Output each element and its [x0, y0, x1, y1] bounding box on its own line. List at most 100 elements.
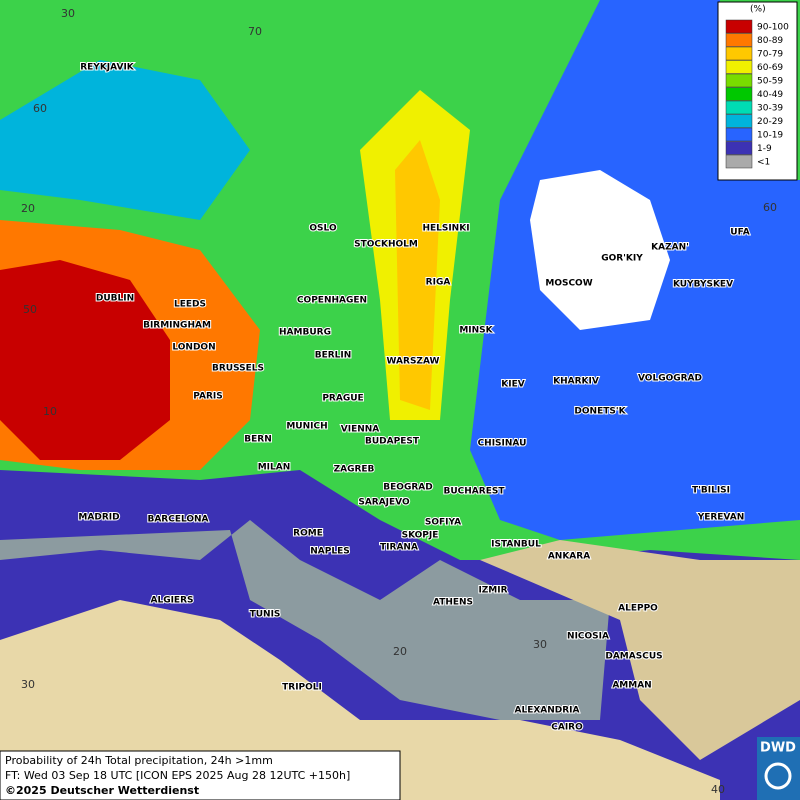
city-label: VOLGOGRAD	[638, 374, 702, 384]
legend-swatch	[725, 87, 753, 101]
grid-label: 70	[248, 25, 262, 38]
legend-label: 80-89	[757, 36, 783, 46]
city-label: CAIRO	[551, 723, 583, 733]
precip-east	[0, 0, 800, 540]
city-label: MOSCOW	[545, 279, 592, 289]
city-label: SARAJEVO	[358, 498, 410, 508]
legend-label: 70-79	[757, 50, 783, 60]
grid-label: 60	[763, 201, 777, 214]
city-label: MADRID	[78, 513, 119, 523]
precip-baltic	[395, 140, 440, 410]
footer-title: Probability of 24h Total precipitation, …	[5, 754, 273, 767]
city-label: WARSZAW	[387, 357, 440, 367]
city-label: ATHENS	[433, 598, 473, 608]
legend-swatch	[725, 141, 753, 155]
city-label: LONDON	[172, 343, 215, 353]
city-label: PARIS	[193, 392, 223, 402]
logo-text: DWD	[760, 741, 796, 756]
legend-label: 30-39	[757, 104, 783, 114]
city-label: BIRMINGHAM	[143, 321, 211, 331]
precip-atlantic	[0, 60, 250, 220]
legend-label: 1-9	[757, 144, 772, 154]
city-label: AMMAN	[612, 681, 651, 691]
city-label: NICOSIA	[567, 632, 609, 642]
grid-label: 20	[393, 645, 407, 658]
city-label: YEREVAN	[697, 513, 745, 523]
asia-land	[480, 540, 800, 760]
legend-label: 90-100	[757, 23, 789, 33]
footer-forecast: FT: Wed 03 Sep 18 UTC [ICON EPS 2025 Aug…	[5, 769, 350, 782]
city-label: RIGA	[426, 278, 451, 288]
city-label: OSLO	[309, 224, 337, 234]
city-label: BERLIN	[315, 351, 352, 361]
city-label: HAMBURG	[279, 328, 331, 338]
city-label: BRUSSELS	[212, 364, 264, 374]
city-label: MILAN	[258, 463, 291, 473]
footer-copyright: ©2025 Deutscher Wetterdienst	[5, 784, 199, 797]
city-label: LEEDS	[174, 300, 206, 310]
grid-label: 20	[21, 202, 35, 215]
legend-swatch	[725, 100, 753, 115]
precip-france	[0, 260, 170, 460]
city-label: BARCELONA	[147, 515, 208, 525]
city-label: TIRANA	[380, 543, 418, 553]
city-label: KUYBYSKEV	[673, 280, 733, 290]
city-label: COPENHAGEN	[297, 296, 367, 306]
city-label: ISTANBUL	[491, 540, 541, 550]
city-label: TRIPOLI	[282, 683, 322, 693]
city-label: KAZAN'	[651, 243, 689, 253]
logo-icon	[764, 762, 792, 790]
legend-swatch	[725, 33, 753, 47]
city-label: ALEXANDRIA	[515, 706, 580, 716]
city-label: ZAGREB	[334, 465, 375, 475]
city-label: TUNIS	[250, 610, 281, 620]
legend-swatch	[725, 46, 753, 61]
grid-label: 30	[21, 678, 35, 691]
grid-label: 40	[711, 783, 725, 796]
city-label: ALEPPO	[618, 604, 658, 614]
sea	[0, 520, 610, 720]
legend-swatch	[725, 60, 753, 74]
footer-box	[0, 750, 401, 800]
legend-label: 20-29	[757, 117, 783, 127]
city-label: DONETS'K	[574, 407, 626, 417]
legend-swatch	[725, 114, 753, 128]
city-label: STOCKHOLM	[354, 240, 418, 250]
city-labels: REYKJAVIK OSLO STOCKHOLM HELSINKI GOR'KIY KAZ…	[77, 62, 750, 734]
city-label: ROME	[293, 529, 323, 539]
city-label: GOR'KIY	[601, 254, 643, 264]
city-label: BERN	[244, 435, 271, 445]
city-label: REYKJAVIK	[80, 63, 135, 73]
legend-label: 10-19	[757, 131, 783, 141]
logo-box	[757, 737, 800, 800]
city-label: ANKARA	[548, 552, 590, 562]
legend: 90-100 80-89 70-79 60-69 50-59 40-49 30-39 20-2…	[725, 19, 789, 169]
legend-label: <1	[757, 158, 770, 168]
city-label: UFA	[730, 228, 749, 238]
dry-area	[530, 170, 670, 330]
city-label: NAPLES	[310, 547, 349, 557]
city-label: BUCHAREST	[444, 487, 506, 497]
city-label: SKOPJE	[402, 531, 439, 541]
city-label: KIEV	[501, 380, 524, 390]
city-label: PRAGUE	[322, 394, 363, 404]
legend-label: 40-49	[757, 90, 783, 100]
city-label: VIENNA	[341, 425, 380, 435]
grid-labels: 30 70 60 20 50 10 60 20 30 30 40	[21, 7, 777, 796]
city-label: MINSK	[459, 326, 493, 336]
legend-label: 50-59	[757, 77, 783, 87]
city-label: KHARKIV	[553, 377, 599, 387]
city-label: SOFIYA	[425, 518, 461, 528]
legend-unit: (%)	[750, 5, 766, 15]
grid-label: 10	[43, 405, 57, 418]
city-label: T'BILISI	[692, 486, 730, 496]
grid-label: 30	[61, 7, 75, 20]
city-label: DUBLIN	[96, 294, 134, 304]
africa-land	[0, 600, 720, 800]
grid-label: 50	[23, 303, 37, 316]
legend-swatch	[725, 154, 753, 169]
grid-label: 30	[533, 638, 547, 651]
legend-label: 60-69	[757, 63, 783, 73]
city-label: MUNICH	[286, 422, 327, 432]
